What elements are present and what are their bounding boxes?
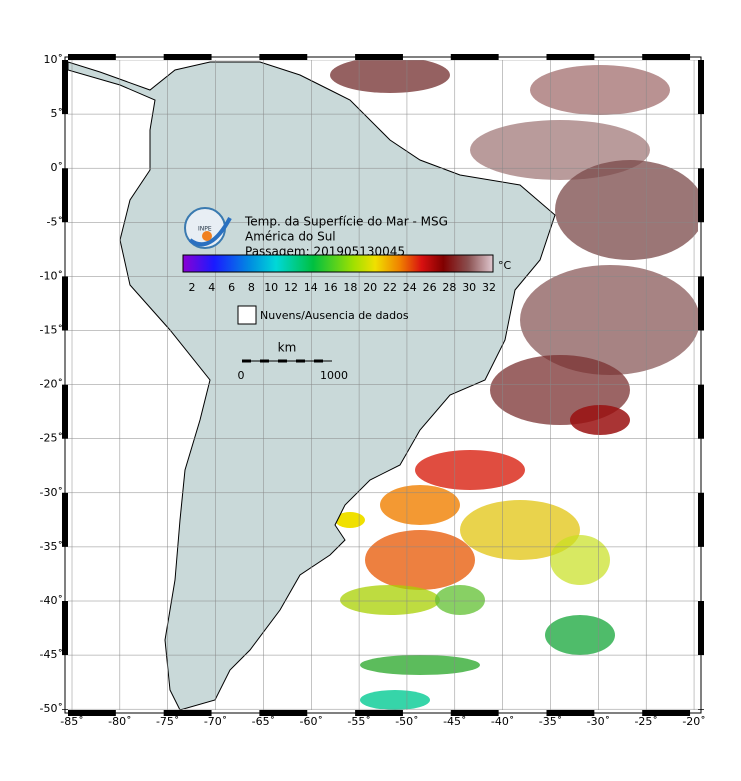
longitude-label: -70˚ <box>204 715 227 728</box>
longitude-label: -75˚ <box>156 715 179 728</box>
latitude-label: -20˚ <box>40 378 63 391</box>
colorbar-unit: °C <box>498 259 512 272</box>
longitude-label: -85˚ <box>60 715 83 728</box>
map-frame <box>62 54 704 716</box>
colorbar-label: 24 <box>403 281 417 294</box>
title: Temp. da Superfície do Mar - MSG <box>244 215 448 229</box>
longitude-label: -20˚ <box>682 715 705 728</box>
latitude-label: -5˚ <box>47 215 63 228</box>
colorbar-label: 32 <box>482 281 496 294</box>
legend-label: Nuvens/Ausencia de dados <box>260 309 409 322</box>
latitude-label: -40˚ <box>40 594 63 607</box>
latitude-label: -25˚ <box>40 432 63 445</box>
latitude-label: 5˚ <box>51 107 64 120</box>
colorbar-label: 28 <box>442 281 456 294</box>
colorbar-label: 18 <box>343 281 357 294</box>
graticule <box>68 60 698 710</box>
longitude-label: -30˚ <box>587 715 610 728</box>
latitude-label: -15˚ <box>40 324 63 337</box>
colorbar-label: 26 <box>423 281 437 294</box>
latitude-label: -10˚ <box>40 269 63 282</box>
longitude-label: -45˚ <box>443 715 466 728</box>
longitude-label: -80˚ <box>108 715 131 728</box>
latitude-label: -35˚ <box>40 540 63 553</box>
longitude-label: -60˚ <box>300 715 323 728</box>
longitude-label: -50˚ <box>395 715 418 728</box>
logo-text: INPE <box>198 226 212 233</box>
sst-data <box>330 60 698 710</box>
latitude-label: 10˚ <box>44 53 64 66</box>
colorbar-label: 4 <box>208 281 215 294</box>
longitude-label: -65˚ <box>252 715 275 728</box>
colorbar-label: 14 <box>304 281 318 294</box>
coordinate-labels: -85˚ -80˚ -75˚ -70˚ -65˚ -60˚ -55˚ -50˚ -45˚ -40˚… <box>40 53 706 728</box>
colorbar-label: 30 <box>462 281 476 294</box>
longitude-label: -35˚ <box>539 715 562 728</box>
colorbar-labels: 2 4 6 8 10 12 14 16 18 20 22 24 26 28 30 32 <box>189 281 497 294</box>
longitude-label: -25˚ <box>634 715 657 728</box>
colorbar-label: 6 <box>228 281 235 294</box>
colorbar-label: 20 <box>363 281 377 294</box>
colorbar-label: 12 <box>284 281 298 294</box>
colorbar-label: 2 <box>189 281 196 294</box>
map-area <box>68 60 698 710</box>
scale-unit: km <box>278 341 297 355</box>
legend-swatch <box>237 305 257 325</box>
scale-start: 0 <box>238 369 245 382</box>
latitude-label: -45˚ <box>40 648 63 661</box>
region: América do Sul <box>245 230 336 244</box>
colorbar-label: 16 <box>324 281 338 294</box>
longitude-label: -55˚ <box>347 715 370 728</box>
latitude-label: 0˚ <box>51 161 64 174</box>
colorbar-label: 10 <box>264 281 278 294</box>
latitude-label: -50˚ <box>40 702 63 715</box>
logo: INPE <box>184 207 232 249</box>
colorbar-label: 8 <box>248 281 255 294</box>
longitude-label: -40˚ <box>491 715 514 728</box>
latitude-label: -30˚ <box>40 486 63 499</box>
colorbar <box>182 254 494 273</box>
colorbar-label: 22 <box>383 281 397 294</box>
scale-end: 1000 <box>320 369 348 382</box>
